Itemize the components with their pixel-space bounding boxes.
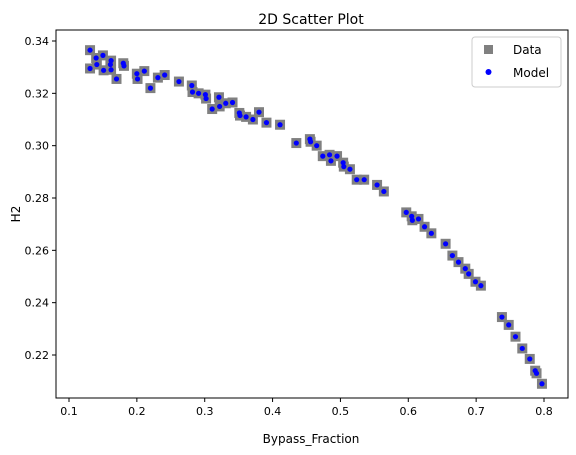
model-point (250, 116, 256, 123)
x-tick-label: 0.5 (332, 405, 350, 418)
model-point (229, 99, 236, 106)
y-axis-ticks: 0.22 0.24 0.26 0.28 0.30 0.32 0.34 (25, 35, 56, 362)
model-point (147, 85, 154, 91)
model-point (472, 279, 479, 285)
model-point (293, 140, 299, 146)
model-point (421, 224, 428, 230)
plot-frame (55, 29, 569, 399)
chart-title: 2D Scatter Plot (258, 12, 364, 28)
model-point (341, 164, 347, 170)
model-point (87, 47, 93, 53)
model-point (455, 259, 462, 265)
model-point (176, 78, 182, 85)
x-tick-label: 0.6 (400, 405, 418, 418)
legend-label-data: Data (513, 43, 542, 57)
model-point (462, 266, 468, 272)
model-point (539, 381, 545, 387)
model-point (415, 216, 422, 222)
model-point (443, 241, 449, 247)
model-point (347, 166, 353, 172)
model-point (216, 94, 222, 100)
model-point (314, 143, 320, 149)
x-tick-label: 0.2 (128, 405, 146, 418)
model-point (499, 314, 505, 320)
y-axis-label: H2 (9, 206, 23, 223)
model-point (340, 160, 346, 166)
model-point (189, 89, 196, 95)
model-point (403, 209, 409, 215)
x-tick-label: 0.4 (264, 405, 282, 418)
model-point (506, 322, 512, 328)
model-point (94, 61, 100, 68)
model-point (381, 188, 387, 195)
model-point (320, 153, 326, 159)
model-point (466, 271, 472, 277)
model-point (334, 153, 340, 159)
model-point (108, 58, 114, 64)
legend-box (471, 36, 562, 88)
x-axis-ticks: 0.1 0.2 0.3 0.4 0.5 0.6 0.7 0.8 (60, 398, 553, 418)
model-point (134, 71, 140, 77)
model-point (101, 67, 107, 73)
model-point (243, 114, 249, 120)
x-tick-label: 0.1 (60, 405, 78, 418)
model-point (203, 95, 209, 102)
legend: Data Model (471, 36, 562, 88)
model-point (478, 283, 484, 289)
model-point (108, 67, 114, 73)
points-layer (85, 45, 547, 389)
y-tick-label: 0.26 (25, 244, 50, 257)
model-point (428, 230, 434, 236)
x-tick-label: 0.7 (467, 405, 485, 418)
model-point (361, 177, 367, 183)
y-tick-label: 0.32 (25, 87, 50, 100)
model-point (307, 139, 314, 145)
model-point (121, 63, 127, 69)
model-point (155, 75, 161, 81)
model-point (449, 252, 455, 259)
model-point (527, 356, 533, 362)
model-point (209, 106, 215, 112)
model-point (93, 55, 99, 61)
legend-marker-model (485, 69, 492, 75)
model-point (87, 65, 93, 72)
model-point (354, 177, 360, 183)
model-point (113, 76, 120, 82)
y-tick-label: 0.30 (25, 140, 50, 153)
x-axis-label: Bypass_Fraction (263, 432, 360, 446)
model-point (202, 92, 208, 98)
model-point (237, 112, 243, 119)
model-point (162, 72, 168, 78)
y-tick-label: 0.34 (25, 35, 50, 48)
y-tick-label: 0.28 (25, 192, 50, 205)
model-point (107, 61, 113, 68)
model-point (328, 158, 334, 164)
model-point (326, 152, 333, 158)
model-point (263, 120, 270, 126)
model-point (134, 76, 141, 82)
legend-label-model: Model (513, 66, 549, 80)
model-point (409, 213, 415, 219)
y-tick-label: 0.22 (25, 349, 50, 362)
model-point (100, 52, 106, 58)
legend-marker-data (484, 45, 493, 54)
model-point (196, 90, 202, 96)
model-point (519, 345, 525, 352)
model-point (189, 82, 195, 89)
model-point (223, 100, 229, 106)
model-point (374, 182, 380, 188)
model-point (512, 334, 519, 340)
x-tick-label: 0.8 (535, 405, 553, 418)
x-tick-label: 0.3 (196, 405, 214, 418)
y-tick-label: 0.24 (25, 297, 50, 310)
model-point (277, 122, 283, 128)
model-point (409, 217, 415, 223)
model-point (533, 370, 540, 376)
model-point (256, 109, 262, 115)
plot-area (56, 30, 568, 398)
model-point (217, 103, 223, 110)
model-point (141, 68, 147, 74)
